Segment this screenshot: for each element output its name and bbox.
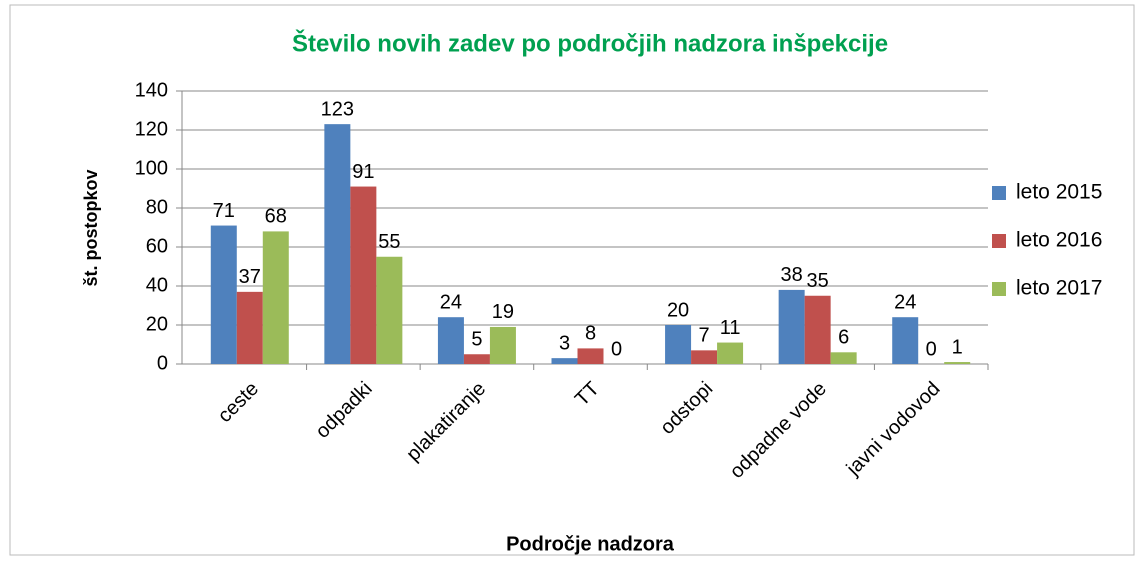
data-label: 3: [559, 332, 570, 354]
y-tick-label: 20: [146, 313, 168, 335]
bar: [551, 358, 578, 364]
legend-swatch: [992, 186, 1006, 200]
bar: [944, 362, 971, 364]
bar: [210, 225, 237, 364]
bar: [830, 352, 857, 364]
x-axis-title: Področje nadzora: [506, 533, 675, 555]
data-label: 1: [952, 336, 963, 358]
y-tick-label: 140: [135, 79, 168, 101]
legend-label: leto 2017: [1016, 277, 1102, 300]
bar: [463, 354, 490, 364]
data-label: 37: [239, 266, 261, 288]
data-label: 35: [807, 270, 829, 292]
data-label: 6: [838, 327, 849, 349]
bar: [691, 350, 718, 364]
bar: [236, 291, 263, 364]
data-label: 20: [667, 299, 689, 321]
data-label: 123: [321, 98, 354, 120]
data-label: 38: [781, 264, 803, 286]
legend-swatch: [992, 282, 1006, 296]
data-label: 5: [471, 329, 482, 351]
y-tick-label: 40: [146, 274, 168, 296]
data-label: 68: [265, 206, 287, 228]
data-label: 24: [440, 291, 462, 313]
bar: [489, 326, 516, 364]
y-axis-title: št. postopkov: [81, 169, 101, 286]
data-label: 71: [213, 200, 235, 222]
chart-title: Število novih zadev po področjih nadzora…: [292, 29, 888, 57]
data-label: 24: [894, 291, 916, 313]
bar: [437, 317, 464, 364]
data-label: 0: [611, 338, 622, 360]
data-label: 55: [378, 231, 400, 253]
bar: [262, 231, 289, 364]
data-label: 91: [352, 161, 374, 183]
y-tick-label: 120: [135, 118, 168, 140]
legend-label: leto 2015: [1016, 181, 1102, 204]
y-tick-label: 100: [135, 157, 168, 179]
bar: [350, 186, 377, 364]
bar: [717, 342, 744, 364]
data-label: 8: [585, 323, 596, 345]
bar: [778, 289, 805, 364]
legend-swatch: [992, 234, 1006, 248]
data-label: 0: [926, 338, 937, 360]
data-label: 7: [699, 325, 710, 347]
legend-label: leto 2016: [1016, 229, 1102, 252]
y-tick-label: 80: [146, 196, 168, 218]
chart-border: [9, 4, 1135, 556]
data-label: 11: [720, 317, 741, 339]
y-tick-label: 0: [157, 352, 168, 374]
bar: [665, 325, 692, 364]
bar: [804, 295, 831, 364]
bar: [324, 124, 351, 365]
bar: [376, 256, 403, 364]
bar: [577, 348, 604, 364]
bar: [892, 317, 919, 364]
y-tick-label: 60: [146, 235, 168, 257]
data-label: 19: [492, 301, 514, 323]
